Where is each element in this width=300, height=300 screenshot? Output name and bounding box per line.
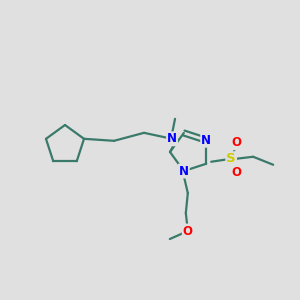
Text: O: O — [183, 224, 193, 238]
Text: N: N — [167, 132, 177, 145]
Text: S: S — [226, 152, 236, 165]
Text: O: O — [231, 136, 241, 149]
Text: N: N — [201, 134, 211, 147]
Text: O: O — [231, 166, 241, 179]
Text: N: N — [179, 164, 189, 178]
